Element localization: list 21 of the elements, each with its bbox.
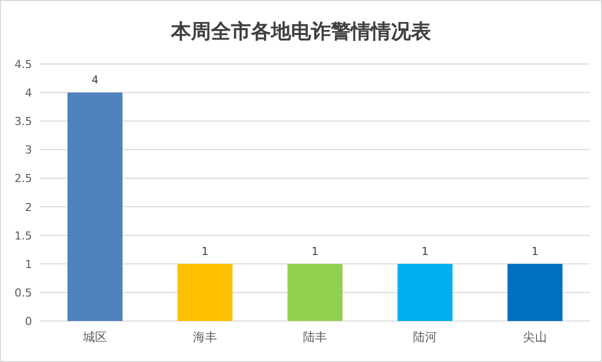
data-label: 1 <box>312 244 318 258</box>
x-tick-label: 城区 <box>82 330 107 344</box>
y-tick-label: 1.5 <box>14 229 32 242</box>
x-tick-label: 陆丰 <box>303 330 327 344</box>
data-label: 1 <box>422 244 428 258</box>
y-tick-label: 0 <box>25 315 32 328</box>
y-tick-label: 2 <box>25 200 32 214</box>
chart-title: 本周全市各地电诈警情情况表 <box>170 19 431 43</box>
y-tick-label: 0.5 <box>14 286 32 300</box>
y-tick-label: 1 <box>25 258 32 271</box>
y-tick-label: 4.5 <box>14 58 32 71</box>
y-tick-label: 3.5 <box>14 115 32 128</box>
data-label: 4 <box>92 74 98 87</box>
y-tick-label: 4 <box>25 86 32 100</box>
x-tick-label: 海丰 <box>193 330 217 344</box>
x-tick-label: 尖山 <box>523 330 547 344</box>
y-tick-label: 3 <box>25 144 32 157</box>
x-tick-label: 陆河 <box>413 330 437 344</box>
data-label: 1 <box>532 244 538 258</box>
y-tick-label: 2.5 <box>14 172 32 186</box>
data-label: 1 <box>202 244 208 258</box>
